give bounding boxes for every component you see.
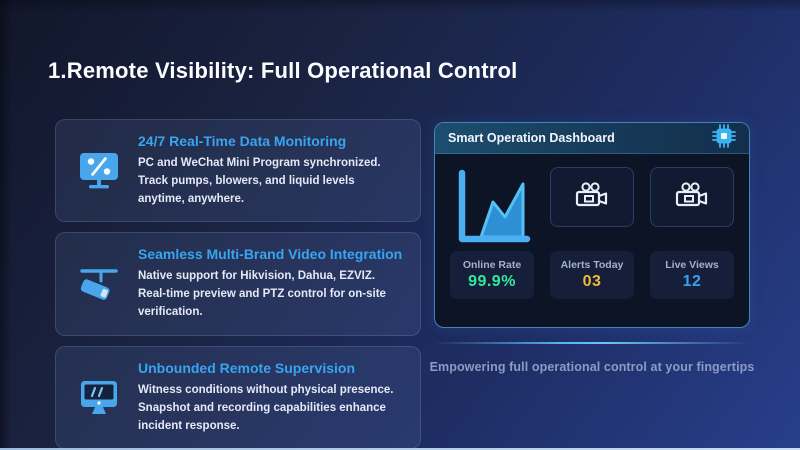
feature-title: Unbounded Remote Supervision xyxy=(138,359,356,376)
dashboard-stats-row: Online Rate 99.9% Alerts Today 03 Live V… xyxy=(450,251,734,299)
stat-live-views: Live Views 12 xyxy=(650,251,734,299)
feature-description: Witness conditions without physical pres… xyxy=(138,383,394,432)
stat-alerts-today: Alerts Today 03 xyxy=(550,251,634,299)
feature-list: 24/7 Real-Time Data Monitoring PC and We… xyxy=(55,119,421,450)
dashboard-media-row xyxy=(450,165,734,247)
page-title: 1.Remote Visibility: Full Operational Co… xyxy=(48,58,518,83)
divider-glow xyxy=(434,342,750,344)
chip-icon xyxy=(712,123,736,153)
feature-card-video-integration: Seamless Multi-Brand Video Integration N… xyxy=(55,232,421,336)
feature-title: 24/7 Real-Time Data Monitoring xyxy=(138,133,347,149)
stat-value: 03 xyxy=(582,273,602,290)
stat-label: Alerts Today xyxy=(560,259,624,271)
stat-label: Live Views xyxy=(665,259,719,271)
footer-caption: Empowering full operational control at y… xyxy=(429,360,755,374)
stat-value: 12 xyxy=(682,273,702,290)
dashboard-header: Smart Operation Dashboard xyxy=(435,123,749,154)
feature-title: Seamless Multi-Brand Video Integration xyxy=(138,246,403,263)
camera-feed-tile xyxy=(550,167,634,227)
feature-text: 24/7 Real-Time Data Monitoring PC and We… xyxy=(138,133,404,208)
monitor-percent-icon xyxy=(76,150,122,192)
feature-description: Native support for Hikvision, Dahua, EZV… xyxy=(138,270,386,319)
feature-card-data-monitoring: 24/7 Real-Time Data Monitoring PC and We… xyxy=(55,119,421,223)
video-camera-icon xyxy=(673,181,711,214)
dashboard-body: Online Rate 99.9% Alerts Today 03 Live V… xyxy=(435,154,749,299)
dashboard-title: Smart Operation Dashboard xyxy=(448,131,615,145)
feature-text: Seamless Multi-Brand Video Integration N… xyxy=(138,246,404,321)
stat-label: Online Rate xyxy=(462,259,522,271)
feature-card-remote-supervision: Unbounded Remote Supervision Witness con… xyxy=(55,345,421,450)
stat-online-rate: Online Rate 99.9% xyxy=(450,251,534,299)
bottom-edge-line xyxy=(0,448,800,450)
desktop-monitor-icon xyxy=(76,377,122,419)
feature-text: Unbounded Remote Supervision Witness con… xyxy=(138,360,404,435)
video-camera-icon xyxy=(573,181,611,214)
stat-value: 99.9% xyxy=(468,273,516,290)
feature-description: PC and WeChat Mini Program synchronized.… xyxy=(138,157,381,205)
camera-feed-tile xyxy=(650,167,734,227)
cctv-camera-icon xyxy=(76,263,122,305)
area-chart-icon xyxy=(450,165,534,247)
dashboard-panel: Smart Operation Dashboard xyxy=(434,122,750,328)
